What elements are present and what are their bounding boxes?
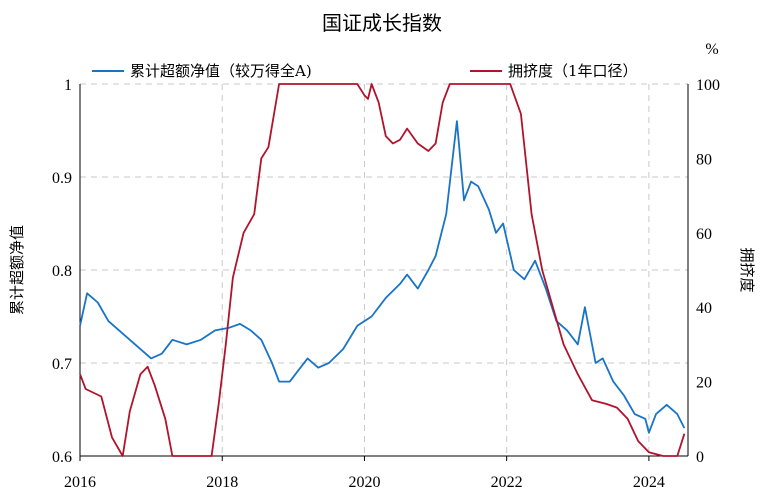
y2-axis-unit: %	[705, 41, 718, 58]
y2-tick-label: 40	[696, 300, 712, 317]
x-tick-label: 2018	[206, 474, 238, 491]
y2-axis-title: 拥挤度	[738, 247, 756, 292]
y-tick-label: 0.8	[52, 263, 72, 280]
y2-tick-label: 20	[696, 375, 712, 392]
axis-ticks: 0.6 0.7 0.8 0.9 1 0 20 40 60 80 100 2016 2018 2020 202…	[52, 77, 720, 491]
y2-tick-label: 60	[696, 226, 712, 243]
series-group	[79, 83, 686, 457]
series-line-crowding	[79, 83, 686, 457]
y-tick-label: 0.9	[52, 170, 72, 187]
y-axis-title: 累计超额净值	[8, 225, 26, 315]
y2-tick-label: 100	[696, 77, 720, 94]
y-tick-label: 0.7	[52, 356, 72, 373]
x-tick-label: 2020	[348, 474, 380, 491]
legend-label-crowding: 拥挤度（1年口径）	[508, 62, 638, 80]
x-tick-label: 2016	[64, 474, 96, 491]
y2-tick-label: 0	[696, 449, 704, 466]
y-tick-label: 0.6	[52, 449, 72, 466]
legend: 累计超额净值（较万得全A) 拥挤度（1年口径）	[92, 62, 638, 80]
grid-lines	[80, 83, 688, 456]
x-tick-label: 2022	[491, 474, 523, 491]
series-line-excess-nav	[79, 120, 686, 434]
y2-tick-label: 80	[696, 151, 712, 168]
x-tick-label: 2024	[633, 474, 665, 491]
chart-title: 国证成长指数	[322, 11, 442, 35]
y-tick-label: 1	[64, 77, 72, 94]
legend-label-excess-nav: 累计超额净值（较万得全A)	[130, 62, 312, 80]
